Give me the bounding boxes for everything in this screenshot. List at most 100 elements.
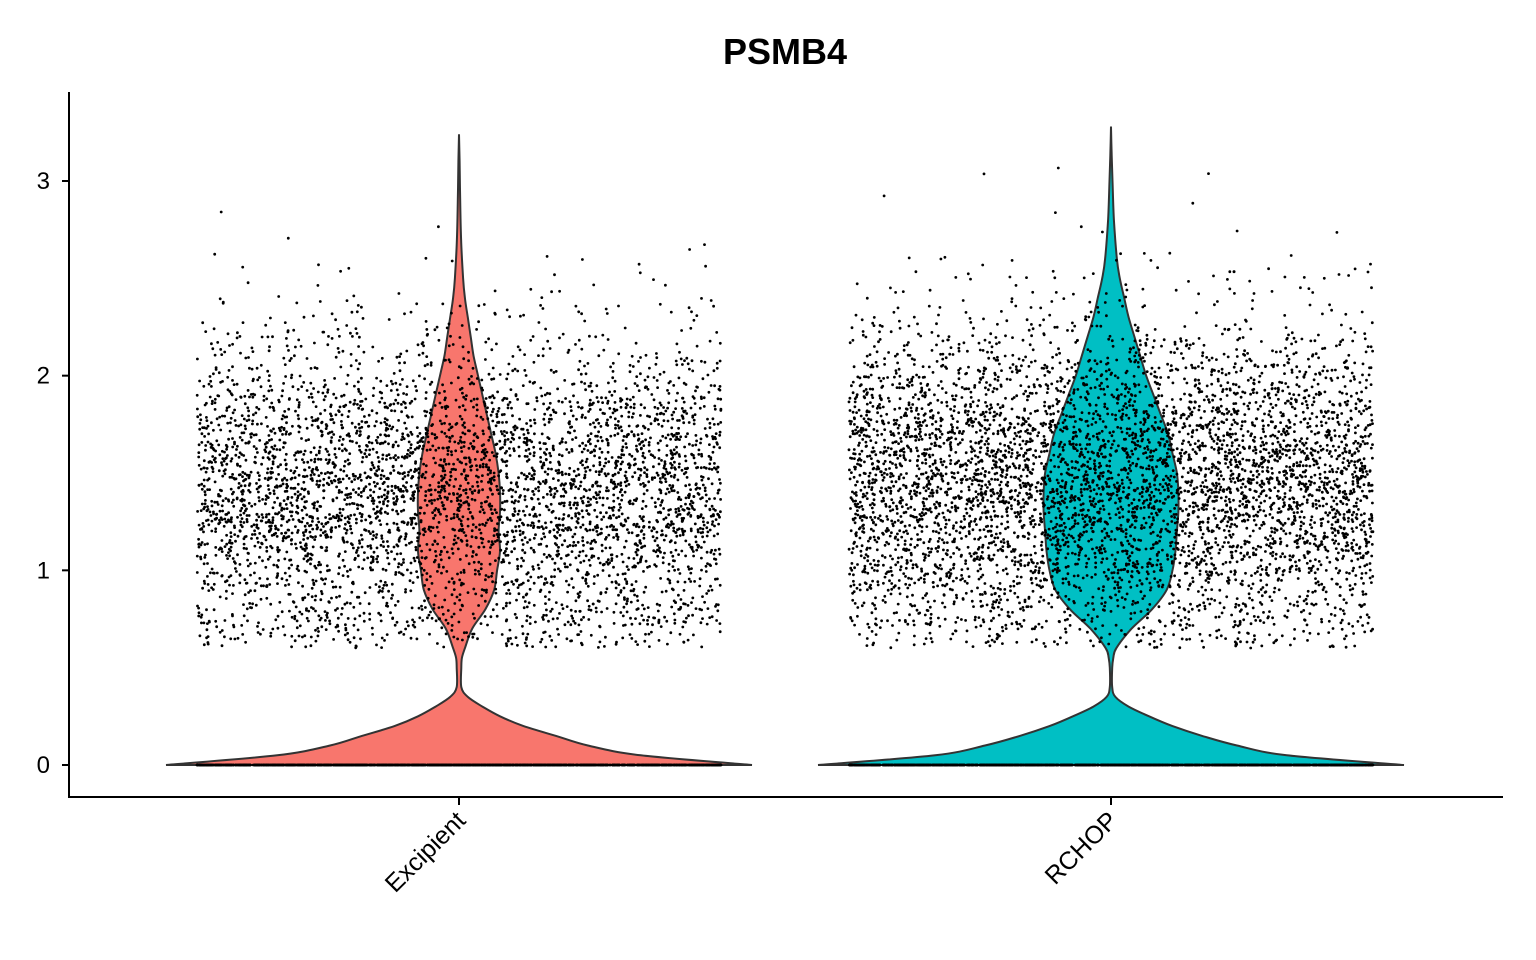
data-point	[463, 408, 467, 412]
data-point	[433, 404, 437, 407]
data-point	[363, 415, 366, 418]
data-point	[677, 507, 680, 510]
data-point	[581, 463, 584, 467]
data-point	[360, 538, 364, 541]
data-point	[597, 600, 601, 603]
data-point	[267, 379, 271, 382]
data-point	[601, 569, 605, 572]
data-point	[596, 484, 600, 488]
data-point	[469, 545, 473, 548]
data-point	[232, 383, 236, 386]
data-point	[361, 456, 365, 459]
data-point	[203, 556, 207, 559]
data-point	[440, 430, 444, 434]
data-point	[580, 406, 584, 409]
data-point	[299, 545, 303, 549]
data-point	[436, 508, 440, 512]
data-point	[603, 472, 607, 475]
data-point	[211, 467, 215, 470]
data-point	[219, 348, 223, 351]
data-point	[624, 387, 628, 390]
data-point	[345, 449, 348, 452]
data-point	[505, 547, 508, 551]
data-point	[442, 645, 446, 649]
data-point	[628, 633, 632, 636]
data-point	[257, 490, 260, 494]
data-point	[566, 553, 570, 557]
data-point	[342, 393, 346, 397]
data-point	[676, 528, 679, 532]
data-point	[440, 571, 443, 575]
data-point	[347, 432, 351, 436]
data-point	[237, 455, 241, 459]
data-point	[669, 487, 673, 490]
data-point	[323, 582, 327, 586]
data-point	[518, 533, 522, 537]
data-point	[659, 625, 663, 628]
data-point	[303, 634, 307, 638]
data-point	[379, 477, 383, 480]
data-point	[458, 558, 462, 561]
data-point	[349, 495, 352, 499]
data-point	[644, 438, 647, 442]
data-point	[633, 565, 637, 569]
data-point	[481, 474, 484, 477]
data-point	[376, 560, 379, 564]
data-point	[347, 409, 351, 413]
data-point	[460, 440, 463, 444]
data-point	[295, 499, 299, 502]
data-point	[506, 530, 509, 534]
data-point	[699, 526, 702, 530]
data-point	[231, 411, 235, 415]
data-point	[316, 284, 320, 287]
data-point	[297, 763, 300, 767]
data-point	[538, 441, 542, 445]
data-point	[289, 538, 293, 542]
data-point	[586, 496, 590, 500]
data-point	[599, 511, 602, 515]
data-point	[677, 509, 681, 513]
data-point	[513, 507, 516, 510]
data-point	[374, 583, 378, 586]
data-point	[669, 462, 672, 465]
data-point	[285, 478, 289, 482]
data-point	[315, 509, 319, 512]
data-point	[660, 533, 663, 537]
data-point	[346, 515, 350, 519]
data-point	[694, 607, 698, 610]
data-point	[574, 343, 577, 346]
data-point	[580, 380, 583, 384]
data-point	[309, 392, 313, 396]
data-point	[283, 458, 287, 462]
data-point	[401, 477, 405, 481]
data-point	[437, 485, 441, 489]
data-point	[204, 448, 207, 452]
data-point	[385, 583, 389, 587]
data-point	[478, 510, 482, 514]
data-point	[481, 522, 484, 526]
data-point	[376, 482, 379, 485]
data-point	[253, 544, 257, 548]
data-point	[273, 444, 277, 448]
data-point	[464, 491, 468, 495]
data-point	[340, 426, 344, 430]
data-point	[545, 447, 549, 451]
data-point	[429, 493, 433, 497]
data-point	[719, 481, 722, 485]
data-point	[383, 639, 386, 642]
data-point	[419, 520, 423, 524]
data-point	[258, 555, 261, 559]
data-point	[256, 631, 260, 634]
data-point	[455, 499, 459, 502]
data-point	[323, 610, 327, 613]
chart-title: PSMB4	[723, 31, 847, 72]
data-point	[448, 440, 452, 443]
data-point	[624, 406, 628, 410]
data-point	[674, 510, 678, 514]
data-point	[612, 513, 615, 517]
data-point	[525, 619, 529, 623]
data-point	[503, 443, 507, 446]
data-point	[403, 500, 406, 504]
data-point	[639, 483, 642, 486]
data-point	[323, 408, 327, 412]
